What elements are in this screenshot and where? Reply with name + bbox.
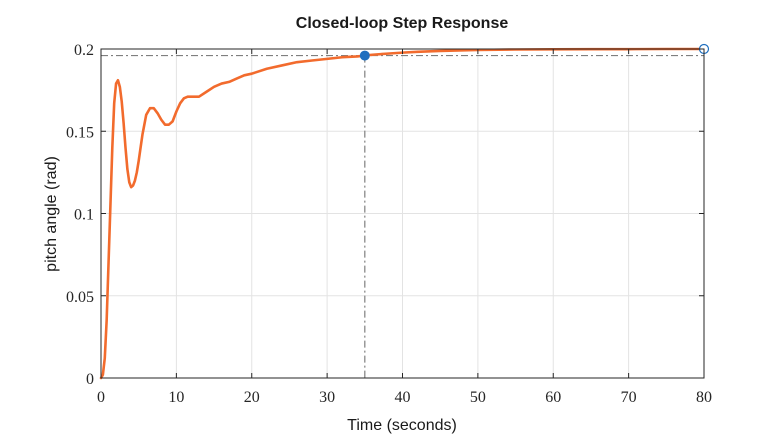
y-tick-label: 0.1 [74, 207, 94, 224]
x-tick-label: 20 [244, 389, 260, 406]
series-layer [99, 47, 706, 380]
x-tick-label: 10 [168, 389, 184, 406]
y-tick-label: 0.15 [66, 124, 94, 141]
axis-layer: 0 10 20 30 40 50 60 70 80 0 0.05 0.1 0.15 0.2 [66, 42, 712, 406]
x-axis-label: Time (seconds) [347, 417, 457, 434]
x-tick-label: 70 [621, 389, 637, 406]
y-axis-label: pitch angle (rad) [43, 156, 60, 272]
x-tick-label: 60 [545, 389, 561, 406]
grid-layer [100, 48, 705, 379]
x-tick-label: 50 [470, 389, 486, 406]
x-tick-label: 0 [97, 389, 105, 406]
x-tick-label: 80 [696, 389, 712, 406]
chart-title: Closed-loop Step Response [296, 15, 509, 32]
y-tick-label: 0.05 [66, 289, 94, 306]
step-response-line [99, 47, 706, 380]
y-tick-label: 0.2 [74, 42, 94, 59]
y-tick-label: 0 [86, 371, 94, 388]
reference-lines-layer [101, 54, 704, 378]
settling-time-marker[interactable] [359, 50, 370, 61]
x-tick-label: 40 [395, 389, 411, 406]
x-tick-label: 30 [319, 389, 335, 406]
